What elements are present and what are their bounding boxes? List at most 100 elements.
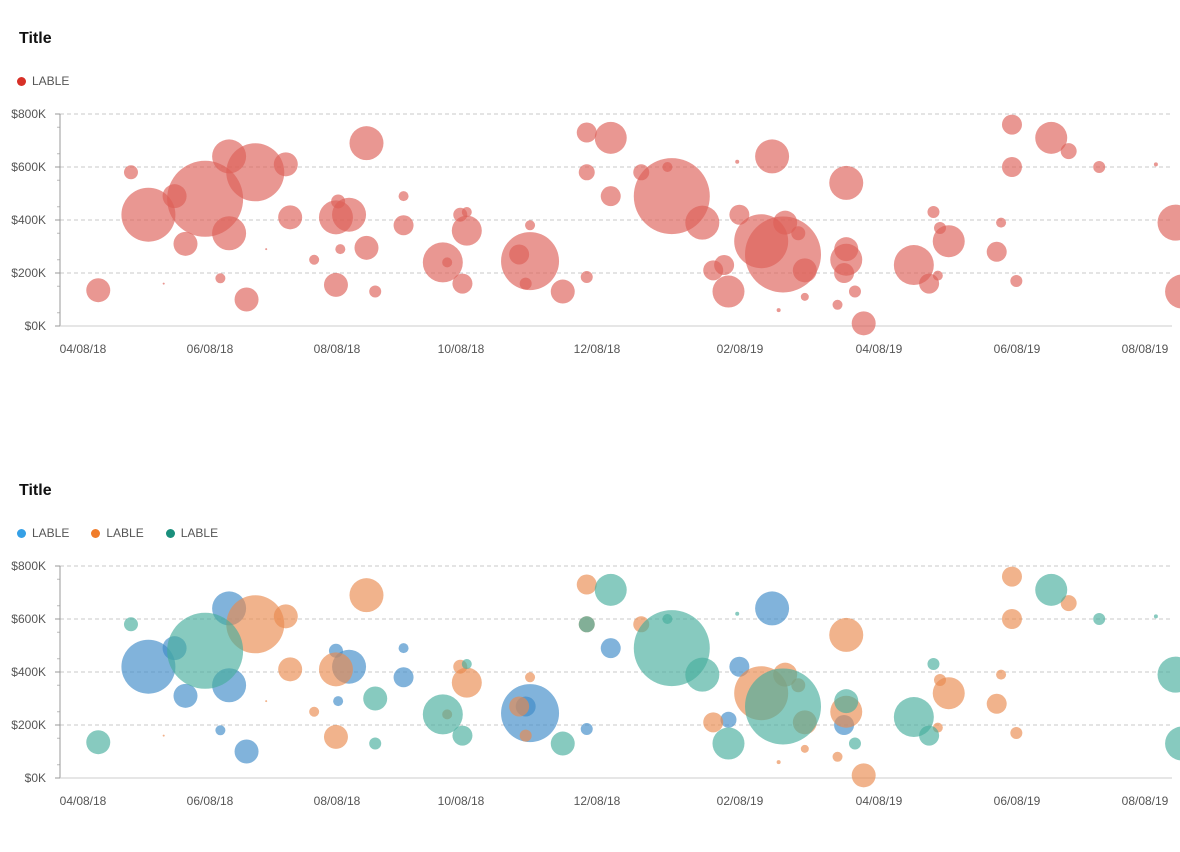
bubble-point[interactable] (996, 217, 1007, 228)
bubble-point[interactable] (712, 727, 745, 760)
bubble-point[interactable] (550, 731, 575, 756)
bubble-point[interactable] (1035, 121, 1068, 154)
bubble-point[interactable] (848, 737, 861, 750)
bubble-point[interactable] (323, 272, 348, 297)
bubble-point[interactable] (398, 191, 409, 202)
bubble-point[interactable] (755, 591, 790, 626)
bubble-point[interactable] (829, 165, 864, 200)
bubble-point[interactable] (318, 652, 353, 687)
bubble-point[interactable] (550, 279, 575, 304)
bubble-point[interactable] (226, 143, 285, 202)
bubble-point[interactable] (893, 245, 934, 286)
bubble-point[interactable] (173, 231, 198, 256)
bubble-point[interactable] (121, 187, 176, 242)
bubble-point[interactable] (162, 282, 165, 285)
bubble-point[interactable] (919, 725, 940, 746)
bubble-point[interactable] (745, 668, 822, 745)
bubble-point[interactable] (335, 244, 346, 255)
bubble-point[interactable] (735, 159, 740, 164)
bubble-point[interactable] (234, 287, 259, 312)
bubble-point[interactable] (791, 226, 806, 241)
bubble-point[interactable] (832, 299, 843, 310)
bubble-point[interactable] (834, 689, 859, 714)
bubble-point[interactable] (461, 207, 472, 218)
bubble-point[interactable] (776, 308, 781, 313)
bubble-point[interactable] (278, 657, 303, 682)
bubble-point[interactable] (369, 737, 382, 750)
bubble-point[interactable] (986, 241, 1007, 262)
bubble-point[interactable] (123, 617, 138, 632)
bubble-point[interactable] (1093, 613, 1106, 625)
bubble-point[interactable] (363, 686, 388, 711)
bubble-point[interactable] (1001, 566, 1022, 587)
bubble-point[interactable] (309, 254, 320, 265)
bubble-point[interactable] (776, 760, 781, 765)
bubble-point[interactable] (800, 292, 809, 301)
bubble-point[interactable] (349, 578, 384, 613)
bubble-point[interactable] (685, 205, 720, 240)
bubble-point[interactable] (729, 204, 750, 225)
bubble-point[interactable] (333, 696, 344, 707)
bubble-point[interactable] (442, 257, 453, 268)
bubble-point[interactable] (86, 278, 111, 303)
bubble-point[interactable] (265, 700, 268, 703)
bubble-point[interactable] (755, 139, 790, 174)
bubble-point[interactable] (1010, 726, 1023, 739)
bubble-point[interactable] (576, 122, 597, 143)
bubble-point[interactable] (162, 734, 165, 737)
bubble-point[interactable] (1153, 614, 1158, 619)
bubble-point[interactable] (600, 186, 621, 207)
bubble-point[interactable] (927, 206, 940, 219)
bubble-point[interactable] (1001, 609, 1022, 629)
bubble-point[interactable] (215, 273, 226, 284)
bubble-point[interactable] (714, 255, 735, 276)
bubble-point[interactable] (121, 639, 176, 694)
bubble-point[interactable] (1035, 573, 1068, 606)
bubble-point[interactable] (594, 121, 627, 154)
bubble-point[interactable] (393, 667, 414, 688)
bubble-point[interactable] (422, 694, 463, 735)
bubble-point[interactable] (729, 656, 750, 677)
bubble-point[interactable] (452, 725, 473, 746)
bubble-point[interactable] (369, 285, 382, 298)
bubble-point[interactable] (829, 617, 864, 652)
bubble-point[interactable] (703, 712, 724, 733)
bubble-point[interactable] (265, 248, 268, 251)
bubble-point[interactable] (848, 285, 861, 298)
bubble-point[interactable] (685, 657, 720, 692)
bubble-point[interactable] (212, 216, 247, 251)
bubble-point[interactable] (323, 724, 348, 749)
bubble-point[interactable] (578, 616, 595, 633)
bubble-point[interactable] (712, 275, 745, 308)
bubble-point[interactable] (1157, 204, 1180, 241)
bubble-point[interactable] (173, 683, 198, 708)
bubble-point[interactable] (851, 311, 876, 336)
bubble-point[interactable] (932, 677, 965, 710)
bubble-point[interactable] (215, 725, 226, 736)
bubble-point[interactable] (580, 722, 593, 735)
bubble-point[interactable] (398, 643, 409, 654)
bubble-point[interactable] (932, 270, 943, 281)
bubble-point[interactable] (519, 729, 532, 742)
bubble-point[interactable] (580, 270, 593, 283)
bubble-point[interactable] (832, 751, 843, 762)
bubble-point[interactable] (1001, 157, 1022, 177)
bubble-point[interactable] (123, 165, 138, 180)
bubble-point[interactable] (525, 672, 536, 683)
bubble-point[interactable] (309, 706, 320, 717)
bubble-point[interactable] (167, 612, 244, 689)
bubble-point[interactable] (393, 215, 414, 236)
bubble-point[interactable] (452, 273, 473, 294)
bubble-point[interactable] (578, 164, 595, 181)
bubble-point[interactable] (600, 638, 621, 659)
bubble-point[interactable] (1153, 162, 1158, 167)
bubble-point[interactable] (349, 126, 384, 161)
bubble-point[interactable] (273, 152, 298, 177)
bubble-point[interactable] (932, 225, 965, 258)
bubble-point[interactable] (996, 669, 1007, 680)
bubble-point[interactable] (594, 573, 627, 606)
bubble-point[interactable] (792, 258, 817, 283)
bubble-point[interactable] (1165, 274, 1180, 309)
bubble-point[interactable] (830, 243, 863, 276)
bubble-point[interactable] (451, 215, 482, 246)
